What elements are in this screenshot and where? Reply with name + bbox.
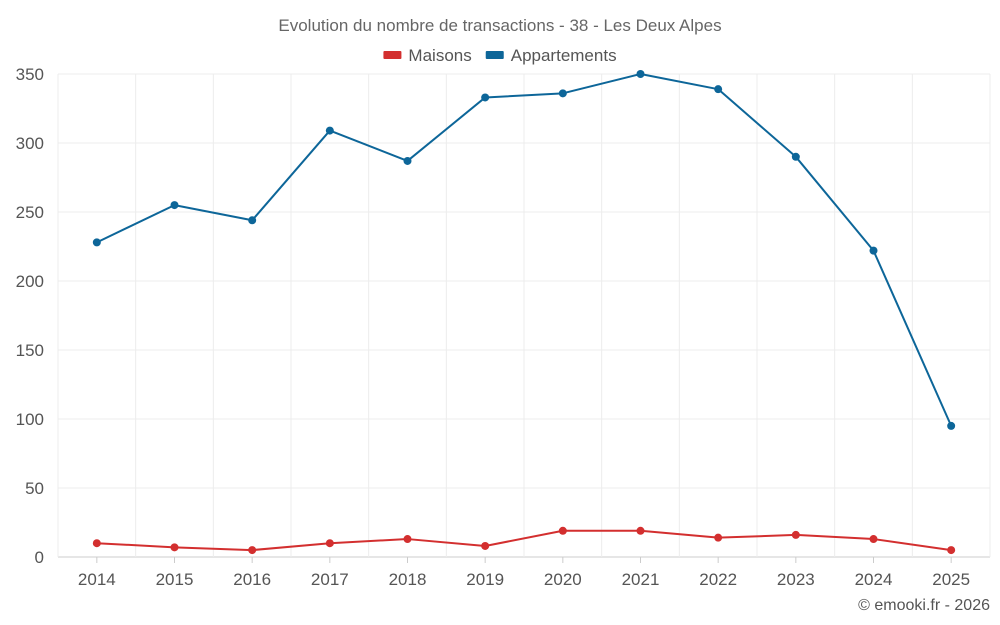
data-point[interactable] (481, 93, 490, 102)
y-tick-label: 100 (16, 410, 44, 429)
y-tick-label: 50 (25, 479, 44, 498)
y-tick-label: 0 (35, 548, 44, 567)
x-tick-label: 2023 (777, 570, 815, 589)
data-point[interactable] (714, 533, 723, 542)
series-appartements (92, 70, 956, 430)
data-point[interactable] (481, 541, 490, 550)
x-tick-label: 2022 (699, 570, 737, 589)
x-tick-label: 2017 (311, 570, 349, 589)
series-maisons (92, 526, 956, 555)
x-tick-label: 2015 (156, 570, 194, 589)
data-point[interactable] (869, 535, 878, 544)
x-tick-label: 2025 (932, 570, 970, 589)
data-point[interactable] (325, 126, 334, 135)
y-tick-label: 200 (16, 272, 44, 291)
x-tick-label: 2018 (389, 570, 427, 589)
series-layer (92, 70, 956, 555)
data-point[interactable] (403, 156, 412, 165)
data-point[interactable] (325, 539, 334, 548)
x-axis: 2014 2015 2016 2017 2018 2019 2020 2021 2022 2023… (78, 557, 970, 589)
data-point[interactable] (791, 152, 800, 161)
x-tick-label: 2021 (622, 570, 660, 589)
data-point[interactable] (403, 535, 412, 544)
data-point[interactable] (636, 70, 645, 78)
chart-title: Evolution du nombre de transactions - 38… (278, 16, 721, 35)
x-tick-label: 2020 (544, 570, 582, 589)
y-tick-label: 300 (16, 134, 44, 153)
data-point[interactable] (558, 89, 567, 98)
grid (57, 73, 991, 558)
y-axis: 0 50 100 150 200 250 300 350 (16, 65, 44, 567)
y-tick-label: 350 (16, 65, 44, 84)
data-point[interactable] (170, 201, 179, 210)
data-point[interactable] (248, 216, 257, 225)
legend: Maisons Appartements (383, 46, 617, 65)
data-point[interactable] (636, 526, 645, 535)
data-point[interactable] (791, 530, 800, 539)
data-point[interactable] (947, 546, 956, 555)
series-line (96, 529, 952, 552)
legend-label: Maisons (408, 46, 471, 65)
x-tick-label: 2019 (466, 570, 504, 589)
x-tick-label: 2014 (78, 570, 116, 589)
data-point[interactable] (248, 546, 257, 555)
data-point[interactable] (170, 543, 179, 552)
legend-swatch (485, 51, 504, 59)
data-point[interactable] (714, 85, 723, 94)
data-point[interactable] (92, 238, 101, 247)
x-tick-label: 2024 (855, 570, 893, 589)
credit-text: © emooki.fr - 2026 (858, 597, 990, 614)
data-point[interactable] (558, 526, 567, 535)
y-tick-label: 250 (16, 203, 44, 222)
y-tick-label: 150 (16, 341, 44, 360)
legend-swatch (383, 51, 402, 59)
series-line (96, 73, 953, 427)
data-point[interactable] (947, 421, 956, 430)
x-tick-label: 2016 (233, 570, 271, 589)
data-point[interactable] (869, 246, 878, 255)
legend-label: Appartements (511, 46, 617, 65)
data-point[interactable] (92, 539, 101, 548)
